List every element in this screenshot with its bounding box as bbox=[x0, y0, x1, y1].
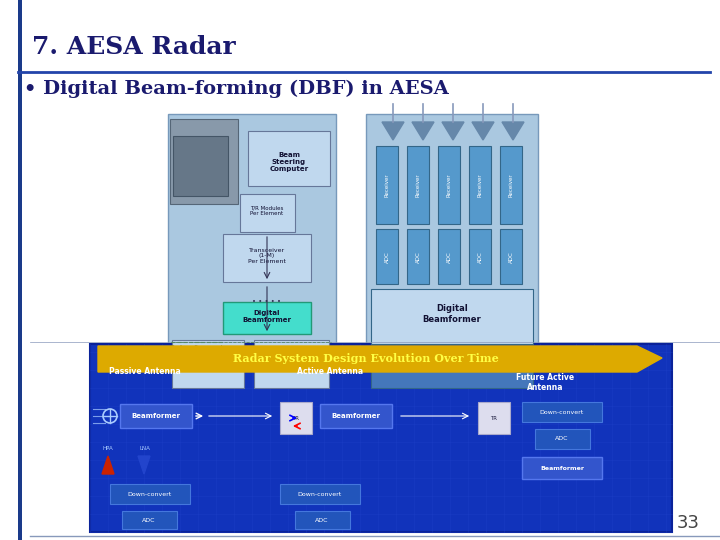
Bar bbox=[376, 146, 398, 224]
Text: Beam
Steering
Computer: Beam Steering Computer bbox=[269, 152, 309, 172]
Bar bbox=[500, 146, 522, 224]
Bar bbox=[240, 194, 295, 232]
Text: 33: 33 bbox=[677, 514, 700, 532]
Bar bbox=[376, 229, 398, 284]
Text: Transceiver
(1-M)
Per Element: Transceiver (1-M) Per Element bbox=[248, 248, 286, 264]
Text: HPA: HPA bbox=[103, 446, 113, 450]
Text: ADC: ADC bbox=[384, 251, 390, 263]
Text: Active Antenna: Active Antenna bbox=[297, 367, 363, 376]
Text: TR: TR bbox=[292, 415, 300, 421]
Bar bbox=[173, 136, 228, 196]
Bar bbox=[535, 429, 590, 449]
Bar bbox=[280, 402, 312, 434]
Text: LNA: LNA bbox=[140, 446, 150, 450]
Bar bbox=[168, 114, 336, 392]
Text: Receiver: Receiver bbox=[508, 173, 513, 197]
Bar bbox=[223, 234, 311, 282]
Text: Future Active
Antenna: Future Active Antenna bbox=[516, 373, 574, 392]
Bar bbox=[90, 344, 672, 532]
Text: Sum Beam: Sum Beam bbox=[427, 364, 477, 374]
Bar bbox=[254, 340, 329, 388]
Text: 7. AESA Radar: 7. AESA Radar bbox=[32, 35, 235, 59]
Polygon shape bbox=[502, 122, 524, 140]
Text: Digital
Signal
Processor: Digital Signal Processor bbox=[276, 356, 306, 372]
Text: ADC: ADC bbox=[477, 251, 482, 263]
Polygon shape bbox=[472, 122, 494, 140]
Bar bbox=[248, 131, 330, 186]
Text: On Array Components: On Array Components bbox=[171, 345, 225, 349]
Text: Beamformer: Beamformer bbox=[540, 465, 584, 470]
Text: ADC: ADC bbox=[315, 517, 329, 523]
Text: Receiver: Receiver bbox=[477, 173, 482, 197]
Text: Receiver: Receiver bbox=[415, 173, 420, 197]
Polygon shape bbox=[102, 456, 114, 474]
Bar bbox=[469, 146, 491, 224]
Bar bbox=[18, 0, 22, 540]
Bar bbox=[407, 146, 429, 224]
Bar bbox=[438, 146, 460, 224]
Text: ADC: ADC bbox=[143, 517, 156, 523]
Text: • Digital Beam-forming (DBF) in AESA: • Digital Beam-forming (DBF) in AESA bbox=[24, 80, 449, 98]
Bar bbox=[371, 289, 533, 344]
Bar bbox=[172, 340, 244, 388]
Polygon shape bbox=[138, 456, 150, 474]
Text: ADC: ADC bbox=[415, 251, 420, 263]
Bar bbox=[500, 229, 522, 284]
Text: Receiver: Receiver bbox=[446, 173, 451, 197]
Bar bbox=[366, 114, 538, 392]
Polygon shape bbox=[442, 122, 464, 140]
Bar bbox=[478, 402, 510, 434]
Text: Down-convert: Down-convert bbox=[540, 409, 584, 415]
Text: Passive Antenna: Passive Antenna bbox=[109, 367, 181, 376]
Text: • • • • •: • • • • • bbox=[253, 299, 282, 305]
Text: ADC: ADC bbox=[555, 436, 569, 442]
Bar bbox=[223, 302, 311, 334]
Text: Control
Computer: Control Computer bbox=[192, 359, 224, 369]
Text: ADC: ADC bbox=[446, 251, 451, 263]
Text: Digital
Beamformer: Digital Beamformer bbox=[243, 310, 292, 323]
Text: ADC: ADC bbox=[508, 251, 513, 263]
Bar bbox=[469, 229, 491, 284]
Bar bbox=[438, 229, 460, 284]
Polygon shape bbox=[98, 346, 662, 372]
Bar bbox=[522, 402, 602, 422]
Bar bbox=[522, 457, 602, 479]
Bar bbox=[170, 119, 238, 204]
Bar bbox=[371, 350, 533, 388]
Bar bbox=[295, 511, 350, 529]
Bar bbox=[110, 484, 190, 504]
Bar bbox=[122, 511, 177, 529]
Text: Receiver: Receiver bbox=[384, 173, 390, 197]
Text: T/R Modules
Per Element: T/R Modules Per Element bbox=[251, 206, 284, 217]
Bar bbox=[320, 404, 392, 428]
Text: Down-convert: Down-convert bbox=[298, 491, 342, 496]
Text: Radar System Design Evolution Over Time: Radar System Design Evolution Over Time bbox=[233, 354, 499, 364]
Bar bbox=[280, 484, 360, 504]
Text: Down-convert: Down-convert bbox=[128, 491, 172, 496]
Text: TR: TR bbox=[490, 415, 498, 421]
Text: Beamformer: Beamformer bbox=[331, 413, 380, 419]
Polygon shape bbox=[412, 122, 434, 140]
Text: Digital
Beamformer: Digital Beamformer bbox=[423, 305, 482, 323]
Text: Beamformer: Beamformer bbox=[132, 413, 181, 419]
Polygon shape bbox=[382, 122, 404, 140]
Bar bbox=[407, 229, 429, 284]
Bar bbox=[120, 404, 192, 428]
